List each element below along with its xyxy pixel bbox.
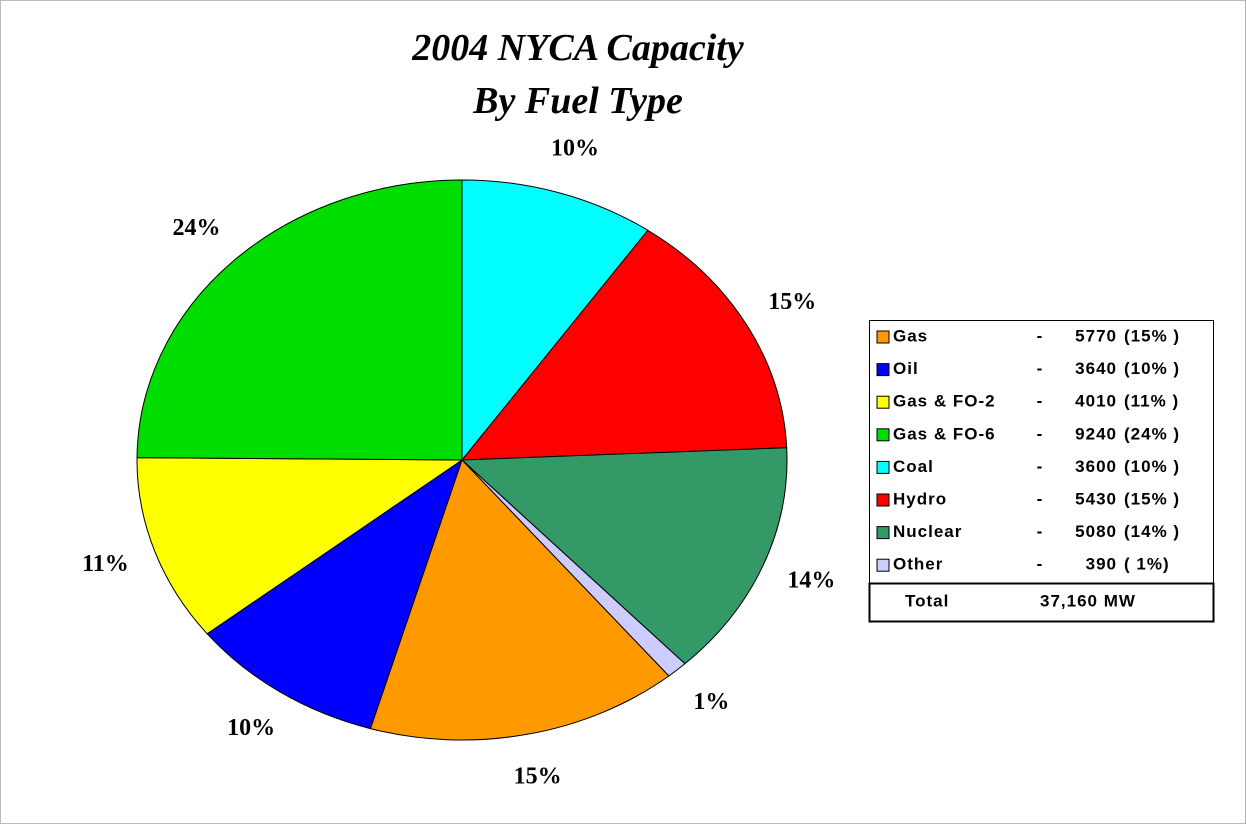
slice-label: 11% bbox=[82, 551, 129, 577]
legend-swatch bbox=[876, 493, 890, 507]
slice-label: 24% bbox=[173, 215, 221, 241]
legend-separator: - bbox=[1037, 555, 1044, 574]
pie-slice bbox=[461, 179, 649, 462]
legend-separator: - bbox=[1037, 359, 1044, 378]
legend-share: (11% ) bbox=[1124, 392, 1179, 411]
legend-value: 4010 bbox=[1075, 392, 1117, 411]
legend-label: Oil bbox=[893, 359, 919, 378]
legend-value: 3640 bbox=[1075, 359, 1117, 378]
legend-swatch bbox=[876, 558, 890, 572]
legend-value: 5770 bbox=[1075, 326, 1117, 345]
legend-value: 5080 bbox=[1075, 522, 1117, 541]
slice-label: 15% bbox=[514, 764, 562, 790]
legend-label: Gas & FO-2 bbox=[893, 392, 996, 411]
legend-swatch bbox=[876, 330, 890, 344]
legend-swatch bbox=[876, 395, 890, 409]
pie-slice bbox=[369, 459, 670, 741]
total-box bbox=[868, 582, 1215, 623]
legend-separator: - bbox=[1037, 326, 1044, 345]
legend-separator: - bbox=[1037, 457, 1044, 476]
legend-swatch bbox=[876, 460, 890, 474]
pie-slice bbox=[460, 229, 788, 461]
chart-title: By Fuel Type bbox=[472, 80, 683, 122]
pie-slice bbox=[460, 447, 788, 665]
slice-label: 1% bbox=[693, 689, 729, 715]
chart-title: 2004 NYCA Capacity bbox=[411, 27, 744, 69]
legend-label: Gas bbox=[893, 326, 928, 345]
legend-label: Gas & FO-6 bbox=[893, 424, 996, 443]
legend-separator: - bbox=[1037, 424, 1044, 443]
legend-separator: - bbox=[1037, 392, 1044, 411]
legend-share: (14% ) bbox=[1124, 522, 1180, 541]
slice-label: 14% bbox=[787, 568, 835, 594]
legend-separator: - bbox=[1037, 522, 1044, 541]
legend-share: ( 1%) bbox=[1124, 555, 1170, 574]
legend-value: 9240 bbox=[1075, 424, 1117, 443]
legend-value: 3600 bbox=[1075, 457, 1117, 476]
legend-label: Hydro bbox=[893, 489, 947, 508]
legend-swatch bbox=[876, 526, 890, 540]
legend-label: Coal bbox=[893, 457, 934, 476]
total-label: Total bbox=[905, 591, 949, 610]
legend-value: 5430 bbox=[1075, 489, 1117, 508]
legend-share: (10% ) bbox=[1124, 457, 1180, 476]
legend-share: (15% ) bbox=[1124, 326, 1180, 345]
pie-slice bbox=[136, 457, 464, 635]
legend-separator: - bbox=[1037, 489, 1044, 508]
pie-slice bbox=[136, 179, 463, 461]
legend-share: (10% ) bbox=[1124, 359, 1180, 378]
slice-label: 10% bbox=[227, 715, 275, 741]
legend-box bbox=[869, 320, 1214, 584]
slice-label: 10% bbox=[551, 136, 599, 162]
total-value: 37,160 MW bbox=[1040, 591, 1136, 610]
legend-label: Other bbox=[893, 555, 943, 574]
legend-swatch bbox=[876, 363, 890, 377]
pie-slice bbox=[206, 458, 463, 730]
legend-share: (15% ) bbox=[1124, 489, 1180, 508]
legend-value: 390 bbox=[1086, 555, 1117, 574]
legend-swatch bbox=[876, 428, 890, 442]
legend-label: Nuclear bbox=[893, 522, 962, 541]
slice-label: 15% bbox=[768, 289, 816, 315]
legend-share: (24% ) bbox=[1124, 424, 1180, 443]
